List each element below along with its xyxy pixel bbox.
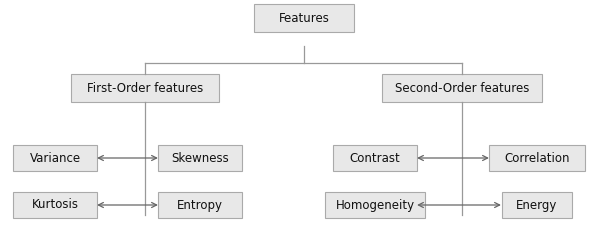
Text: Variance: Variance: [29, 152, 81, 164]
FancyBboxPatch shape: [158, 192, 242, 218]
Text: Kurtosis: Kurtosis: [32, 199, 78, 212]
Text: Skewness: Skewness: [171, 152, 229, 164]
FancyBboxPatch shape: [382, 74, 542, 102]
FancyBboxPatch shape: [325, 192, 425, 218]
FancyBboxPatch shape: [502, 192, 572, 218]
Text: First-Order features: First-Order features: [87, 81, 203, 94]
FancyBboxPatch shape: [71, 74, 219, 102]
FancyBboxPatch shape: [254, 4, 354, 32]
Text: Homogeneity: Homogeneity: [336, 199, 415, 212]
FancyBboxPatch shape: [489, 145, 585, 171]
FancyBboxPatch shape: [333, 145, 417, 171]
FancyBboxPatch shape: [13, 145, 97, 171]
Text: Correlation: Correlation: [504, 152, 570, 164]
Text: Entropy: Entropy: [177, 199, 223, 212]
Text: Second-Order features: Second-Order features: [395, 81, 529, 94]
Text: Features: Features: [278, 11, 330, 24]
FancyBboxPatch shape: [158, 145, 242, 171]
Text: Contrast: Contrast: [350, 152, 401, 164]
FancyBboxPatch shape: [13, 192, 97, 218]
Text: Energy: Energy: [516, 199, 558, 212]
